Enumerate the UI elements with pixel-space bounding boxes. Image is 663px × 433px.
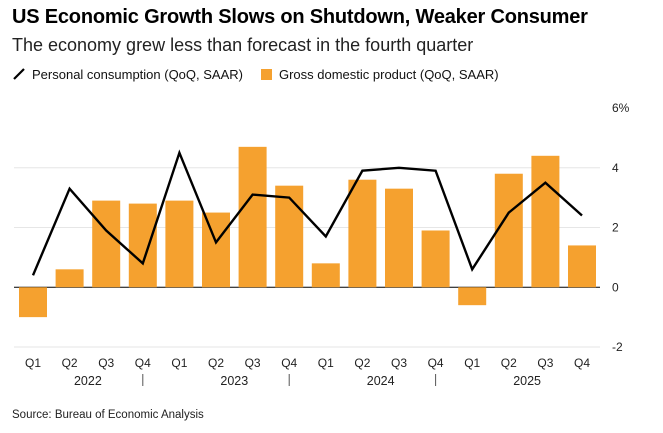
x-tick-label: Q2 (62, 356, 78, 370)
gdp-bar (128, 203, 157, 288)
legend-line-swatch (12, 67, 26, 81)
x-tick-label: Q1 (318, 356, 334, 370)
gdp-bar (494, 173, 523, 288)
y-tick-label: 0 (612, 280, 619, 294)
chart-title: US Economic Growth Slows on Shutdown, We… (12, 6, 588, 28)
x-tick-label: Q4 (281, 356, 297, 370)
x-tick-label: Q4 (428, 356, 444, 370)
legend-item-consumption: Personal consumption (QoQ, SAAR) (12, 67, 243, 82)
gdp-bar (348, 179, 377, 288)
x-tick-label: Q4 (574, 356, 590, 370)
x-tick-label: Q3 (245, 356, 261, 370)
gdp-bar (531, 155, 560, 288)
legend-bar-label: Gross domestic product (QoQ, SAAR) (278, 66, 499, 82)
x-tick-label: Q3 (98, 356, 114, 370)
x-tick-label: Q1 (464, 356, 480, 370)
year-label: 2024 (367, 374, 395, 388)
x-tick-label: Q3 (537, 356, 553, 370)
y-tick-label: 6% (612, 101, 630, 115)
source-note: Source: Bureau of Economic Analysis (12, 409, 204, 421)
gdp-bar (421, 230, 450, 288)
gdp-bar (19, 287, 47, 318)
x-tick-label: Q2 (501, 356, 517, 370)
y-tick-label: -2 (612, 340, 623, 354)
gdp-bar (238, 146, 267, 288)
year-label: 2025 (513, 374, 541, 388)
gdp-bar (385, 188, 413, 288)
year-label: 2022 (74, 374, 102, 388)
chart-subtitle: The economy grew less than forecast in t… (12, 35, 474, 55)
gdp-bar (311, 263, 340, 288)
consumption-line (31, 149, 583, 276)
y-tick-label: 2 (612, 221, 619, 235)
gdp-bar (55, 269, 84, 288)
legend-item-gdp: Gross domestic product (QoQ, SAAR) (260, 66, 499, 82)
x-tick-label: Q2 (354, 356, 370, 370)
gdp-bar (275, 185, 304, 288)
x-tick-label: Q1 (171, 356, 187, 370)
gdp-bar (568, 245, 596, 288)
legend: Personal consumption (QoQ, SAAR) Gross d… (12, 64, 517, 84)
gdp-bar (165, 200, 194, 288)
x-tick-label: Q3 (391, 356, 407, 370)
gdp-bar (202, 212, 230, 288)
legend-bar-swatch (260, 68, 272, 80)
year-label: 2023 (220, 374, 248, 388)
gdp-bar (92, 200, 121, 288)
legend-line-label: Personal consumption (QoQ, SAAR) (32, 66, 243, 82)
x-tick-label: Q1 (25, 356, 41, 370)
y-tick-label: 4 (612, 161, 619, 175)
gdp-bar (458, 287, 487, 306)
x-tick-label: Q4 (135, 356, 151, 370)
x-tick-label: Q2 (208, 356, 224, 370)
